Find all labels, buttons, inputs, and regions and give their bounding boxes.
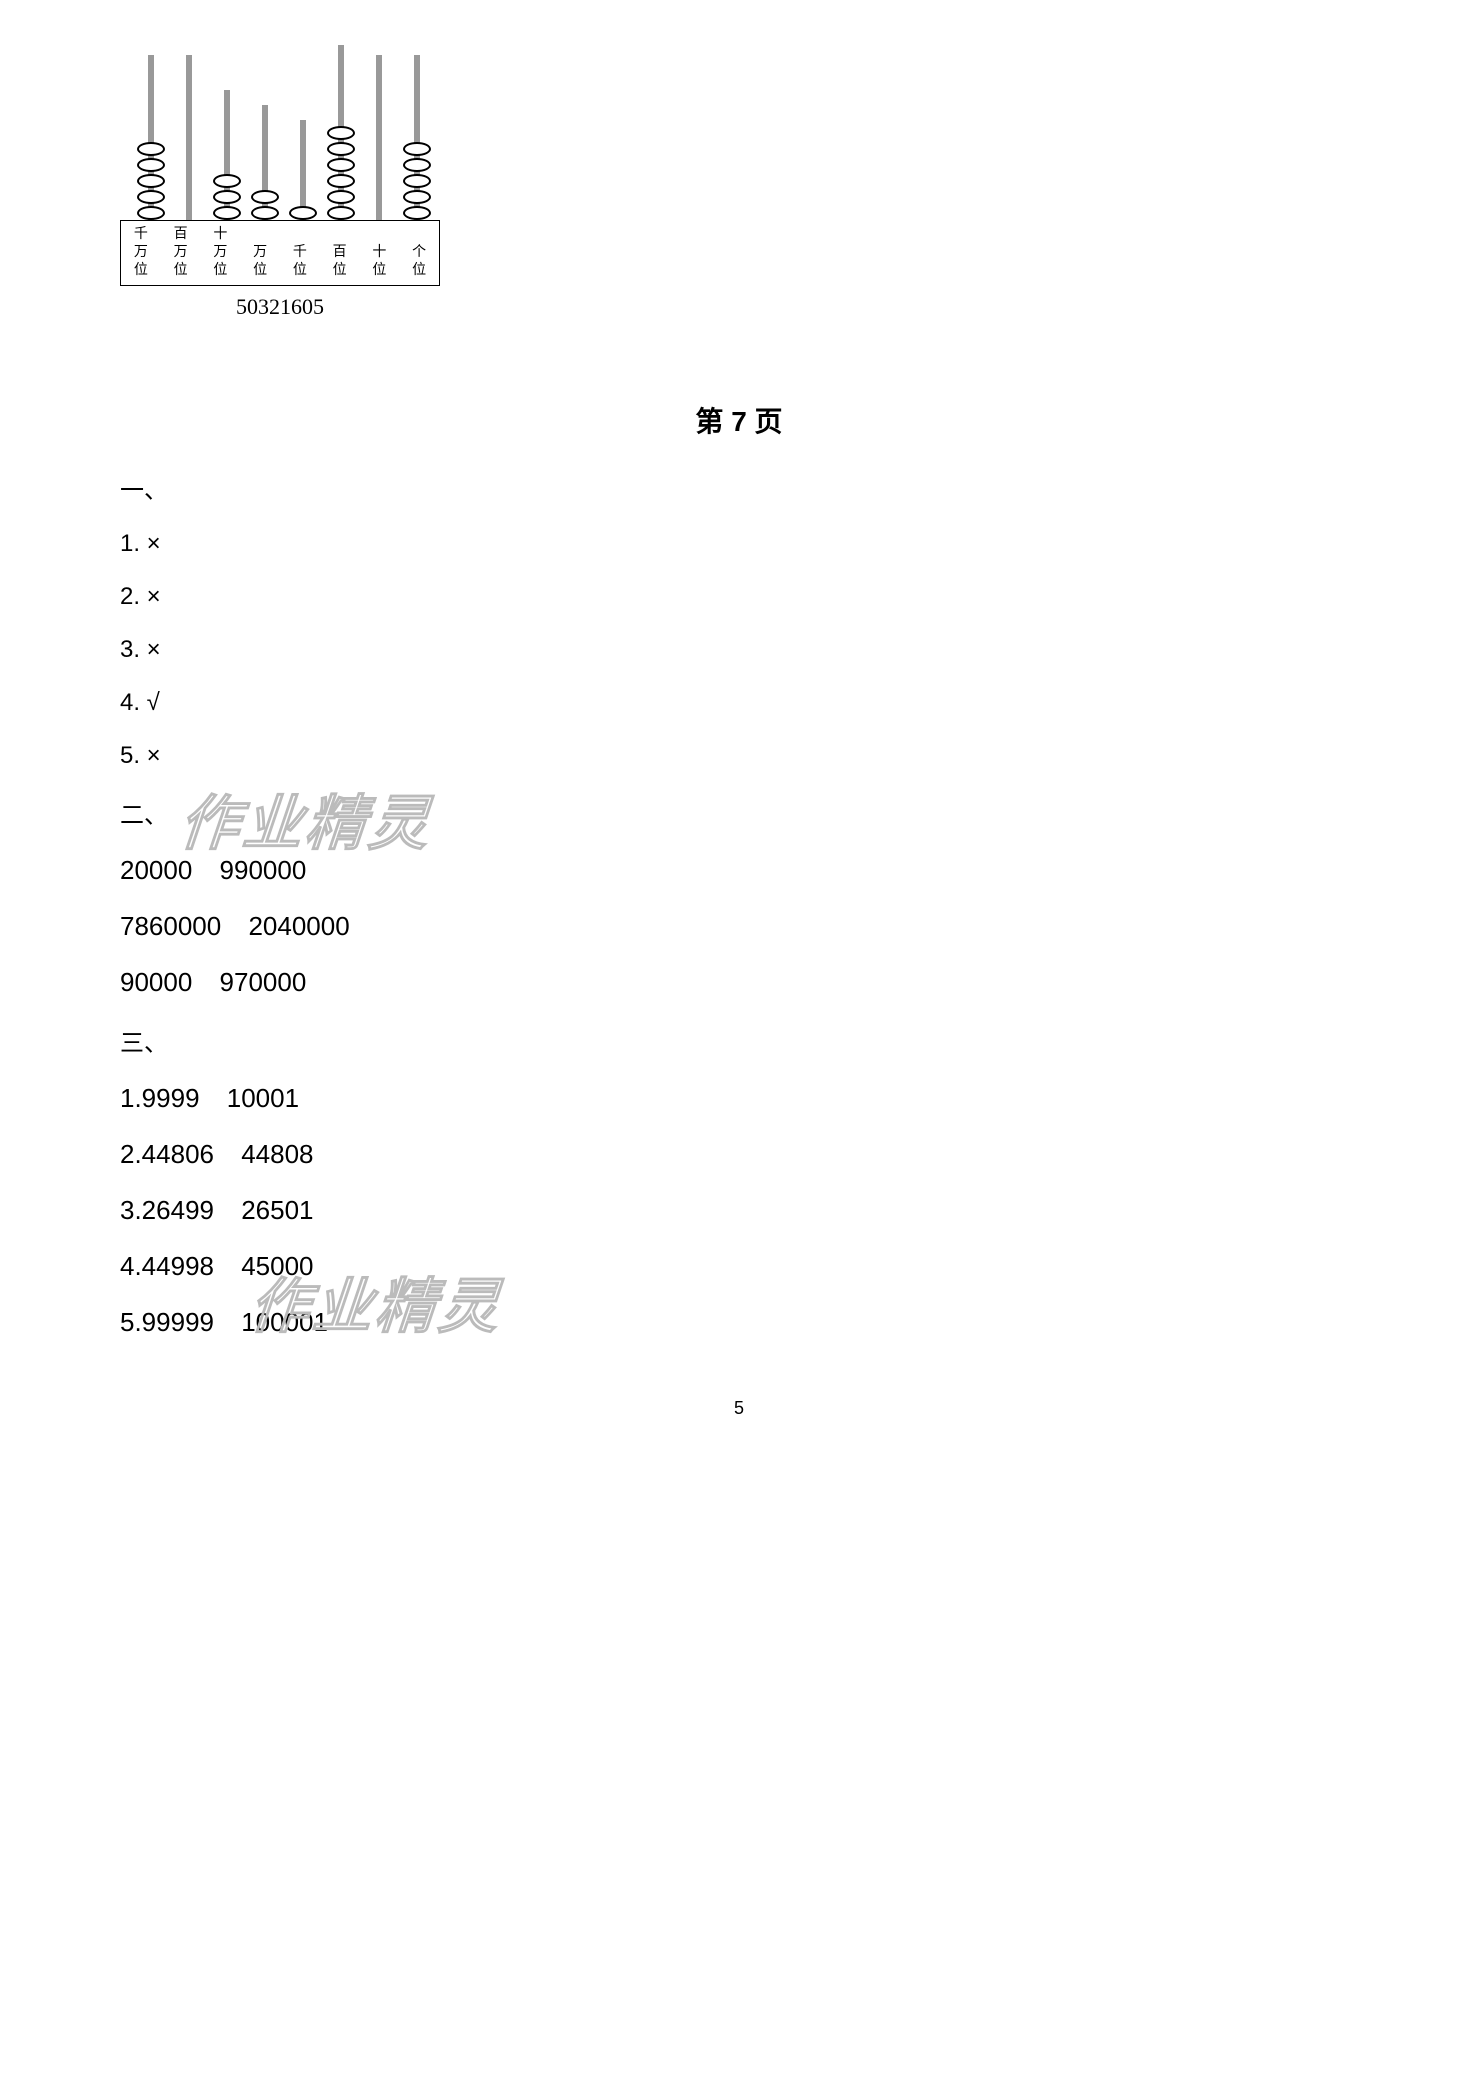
abacus-rods	[120, 40, 440, 220]
abacus-rod	[186, 55, 192, 220]
answer-item: 1. ×	[120, 530, 1358, 558]
answer-item: 2. ×	[120, 583, 1358, 611]
abacus-label-column: 万位	[240, 226, 280, 280]
data-line: 4.44998 45000	[120, 1251, 1358, 1282]
data-line: 7860000 2040000	[120, 911, 1358, 942]
abacus-bead	[137, 206, 165, 220]
data-line: 5.99999 100001	[120, 1307, 1358, 1338]
abacus-rod	[224, 90, 230, 220]
abacus-bead	[289, 206, 317, 220]
abacus-label-column: 十位	[360, 226, 400, 280]
abacus-label-column: 十万位	[201, 226, 241, 280]
abacus-rod	[414, 55, 420, 220]
answer-item: 4. √	[120, 689, 1358, 717]
abacus-number: 50321605	[120, 294, 440, 320]
abacus-rod	[262, 105, 268, 220]
data-line: 20000 990000	[120, 855, 1358, 886]
data-line: 90000 970000	[120, 967, 1358, 998]
abacus-label-column: 千万位	[121, 226, 161, 280]
abacus-figure: 千万位百万位十万位 万位 千位 百位 十位 个位 50321605	[120, 40, 440, 320]
abacus-labels: 千万位百万位十万位 万位 千位 百位 十位 个位	[120, 220, 440, 286]
abacus-bead	[403, 190, 431, 204]
abacus-bead	[327, 190, 355, 204]
abacus-label-column: 百位	[320, 226, 360, 280]
abacus-label-column: 千位	[280, 226, 320, 280]
section-2-heading: 二、	[120, 795, 1358, 830]
abacus-bead	[327, 206, 355, 220]
abacus-bead	[137, 174, 165, 188]
abacus-bead	[327, 142, 355, 156]
abacus-bead	[251, 206, 279, 220]
abacus-bead	[137, 142, 165, 156]
abacus-bead	[327, 158, 355, 172]
abacus-bead	[213, 174, 241, 188]
data-line: 3.26499 26501	[120, 1195, 1358, 1226]
abacus-rod	[300, 120, 306, 220]
abacus-bead	[403, 206, 431, 220]
answer-item: 5. ×	[120, 742, 1358, 770]
section-3-heading: 三、	[120, 1023, 1358, 1058]
section-2-lines: 20000 990000 7860000 2040000 90000 970000	[120, 855, 1358, 998]
abacus-bead	[251, 190, 279, 204]
section-1-heading: 一、	[120, 470, 1358, 505]
abacus-bead	[403, 174, 431, 188]
page-content: 千万位百万位十万位 万位 千位 百位 十位 个位 50321605 第 7 页 …	[120, 40, 1358, 1419]
page-title: 第 7 页	[120, 400, 1358, 440]
abacus-label-column: 百万位	[161, 226, 201, 280]
abacus-bead	[213, 190, 241, 204]
abacus-bead	[137, 158, 165, 172]
abacus-bead	[403, 158, 431, 172]
page-number: 5	[120, 1398, 1358, 1419]
abacus-rod	[148, 55, 154, 220]
section-1-items: 1. × 2. × 3. × 4. √ 5. ×	[120, 530, 1358, 770]
section-3-lines: 作业精灵 1.9999 100012.44806 448083.26499 26…	[120, 1083, 1358, 1338]
abacus-bead	[403, 142, 431, 156]
abacus-bead	[327, 174, 355, 188]
abacus-bead	[137, 190, 165, 204]
abacus-bead	[213, 206, 241, 220]
data-line: 1.9999 10001	[120, 1083, 1358, 1114]
abacus-rod	[376, 55, 382, 220]
abacus-label-column: 个位	[399, 226, 439, 280]
data-line: 2.44806 44808	[120, 1139, 1358, 1170]
answer-item: 3. ×	[120, 636, 1358, 664]
abacus-rod	[338, 45, 344, 220]
abacus-bead	[327, 126, 355, 140]
